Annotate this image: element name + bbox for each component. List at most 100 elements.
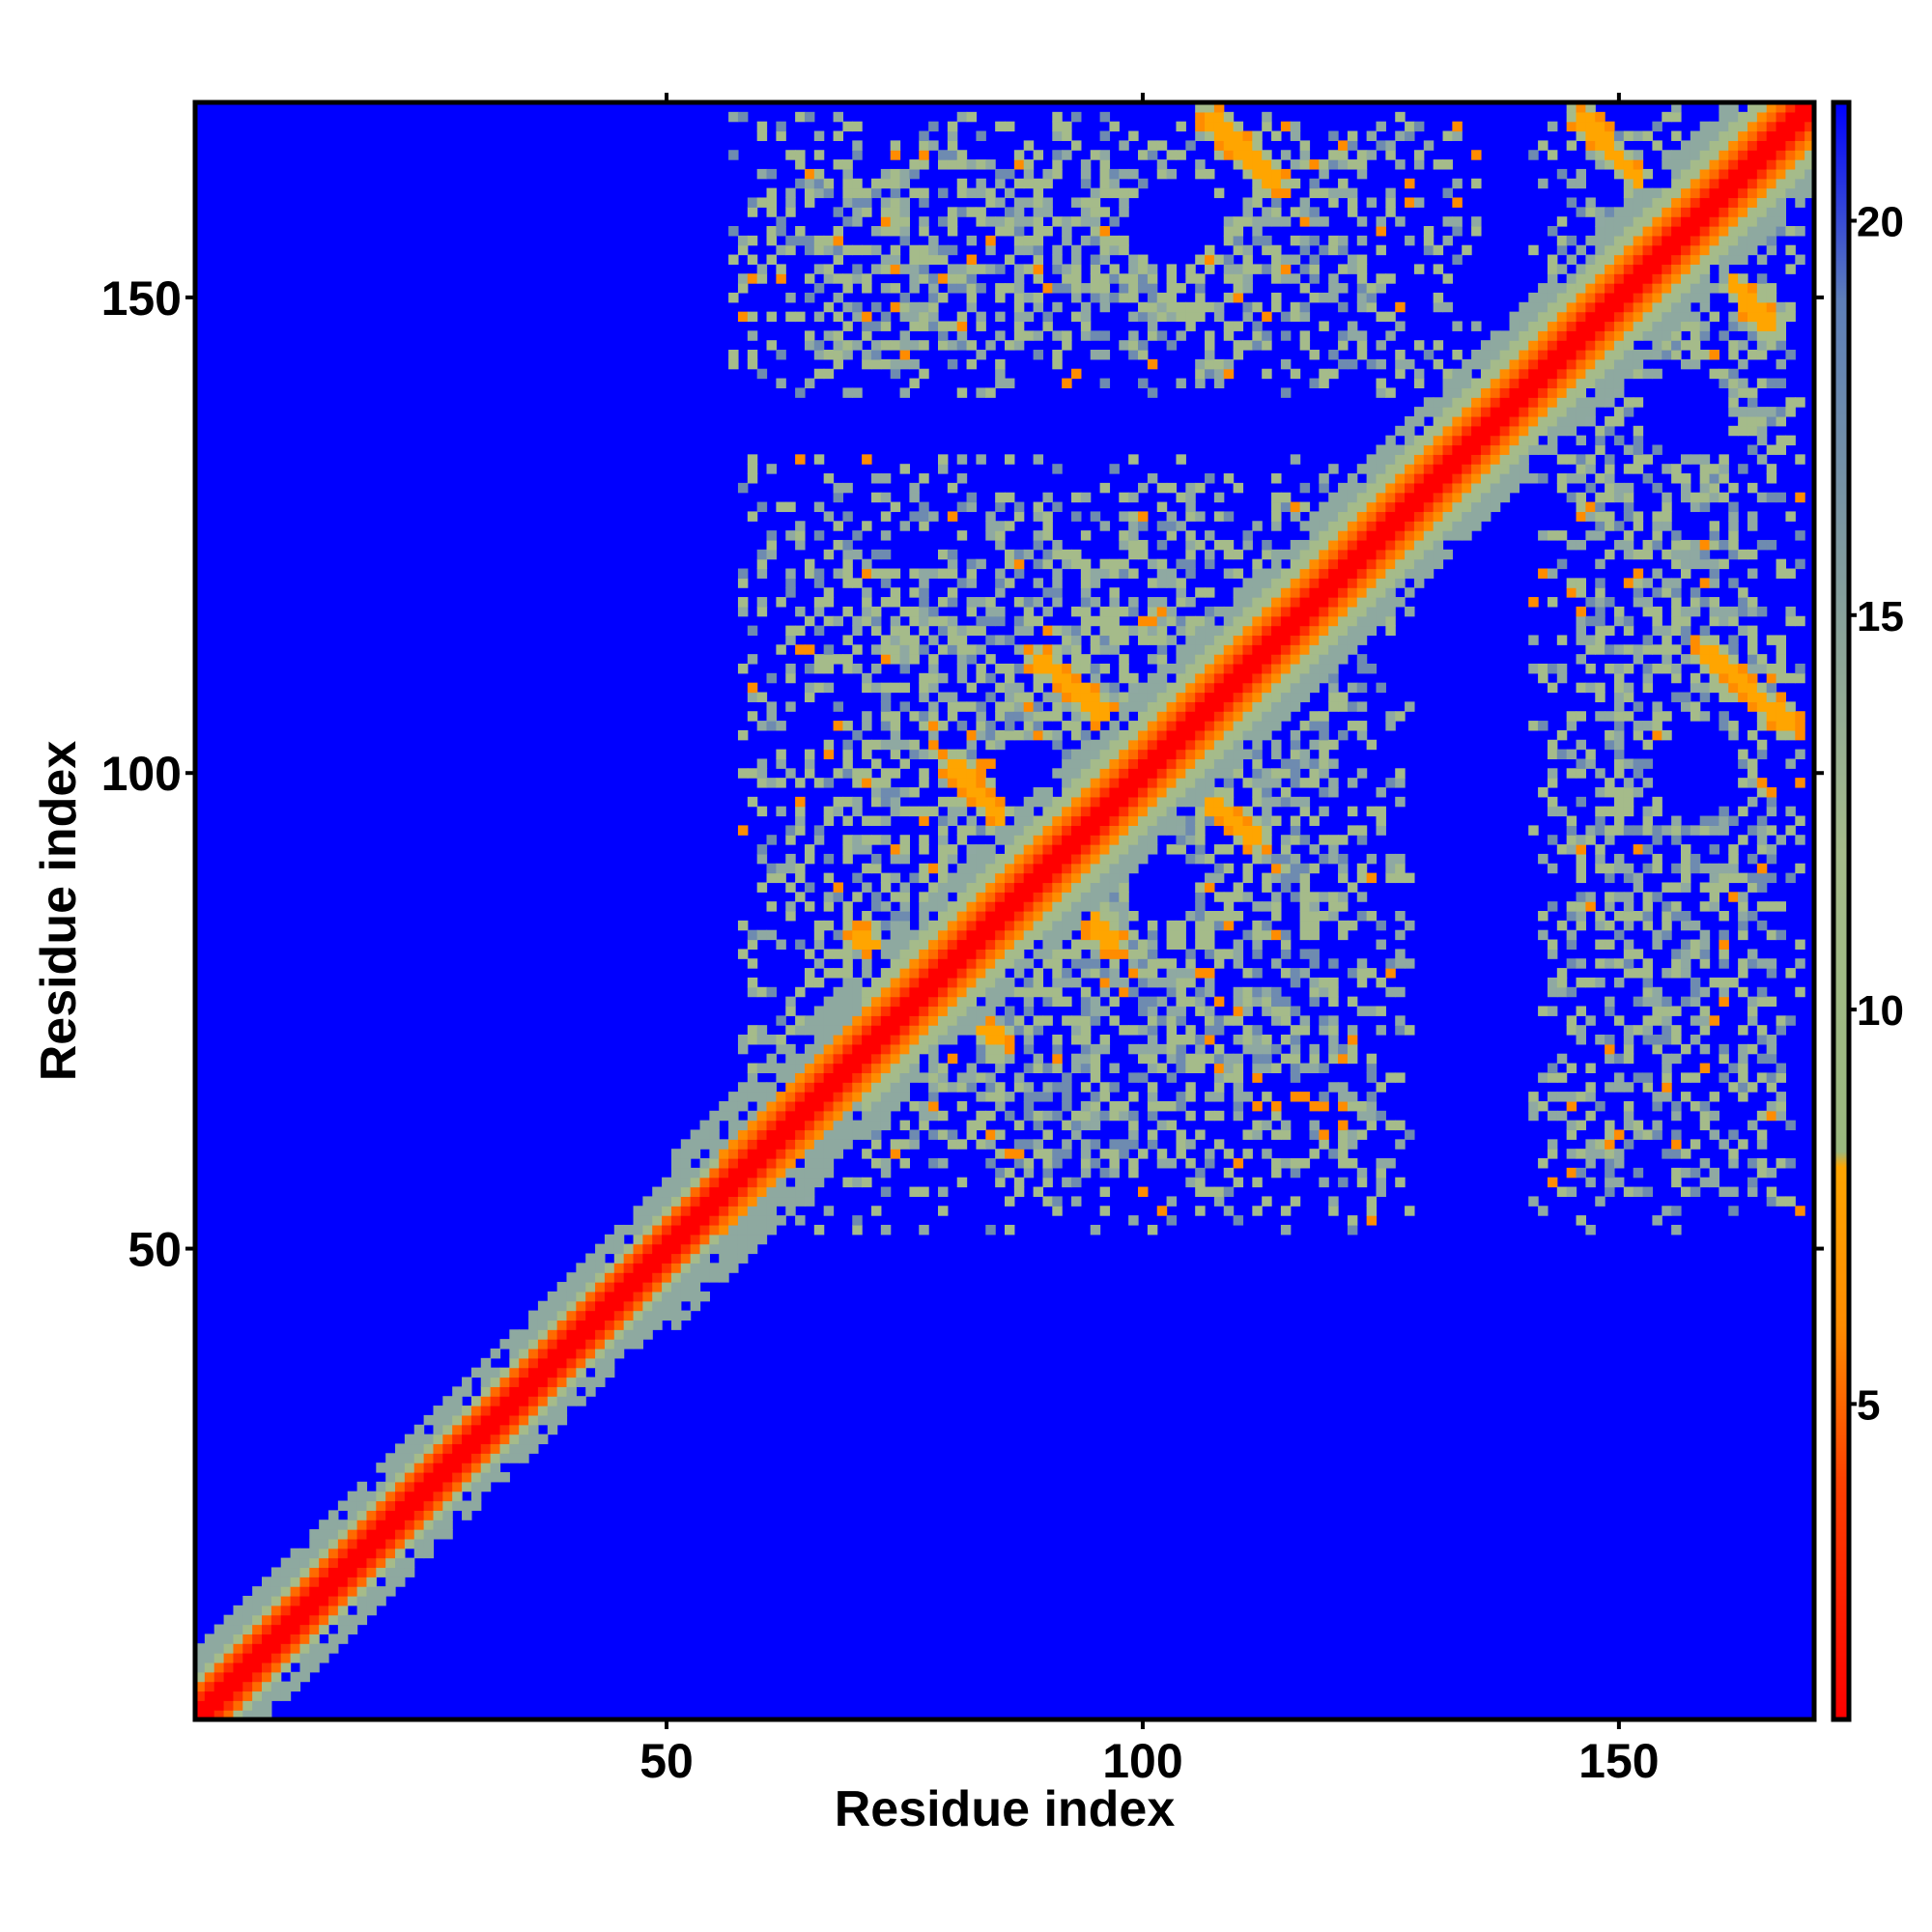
heatmap-cell [842, 1177, 853, 1188]
heatmap-cell [1252, 321, 1263, 331]
heatmap-cell [1433, 549, 1444, 560]
heatmap-cell [976, 159, 986, 170]
heatmap-cell [299, 1567, 310, 1577]
heatmap-cell [1395, 368, 1406, 380]
heatmap-cell [376, 1557, 386, 1569]
heatmap-cell [870, 625, 882, 637]
heatmap-cell [537, 1320, 549, 1330]
heatmap-cell [433, 1414, 443, 1426]
heatmap-cell [1213, 892, 1225, 902]
heatmap-cell [776, 121, 786, 132]
heatmap-cell [1242, 597, 1253, 608]
heatmap-cell [652, 1253, 663, 1264]
heatmap-cell [985, 758, 996, 769]
heatmap-cell [795, 939, 806, 950]
heatmap-cell [1385, 625, 1396, 637]
heatmap-cell [899, 1063, 911, 1073]
heatmap-cell [880, 207, 892, 217]
heatmap-cell [519, 1386, 529, 1397]
heatmap-cell [899, 701, 911, 712]
heatmap-cell [1223, 539, 1235, 551]
heatmap-cell [1223, 701, 1235, 712]
heatmap-cell [490, 1443, 501, 1454]
heatmap-cell [928, 1043, 939, 1055]
heatmap-cell [1252, 330, 1263, 341]
heatmap-cell [1366, 606, 1378, 617]
heatmap-cell [1376, 492, 1386, 503]
heatmap-cell [1099, 235, 1111, 246]
heatmap-cell [652, 1310, 663, 1321]
heatmap-cell [1166, 521, 1178, 531]
heatmap-cell [1138, 786, 1149, 798]
heatmap-cell [1223, 911, 1235, 922]
heatmap-cell [728, 254, 739, 265]
heatmap-cell [566, 1329, 577, 1340]
heatmap-cell [1195, 711, 1206, 722]
heatmap-cell [347, 1577, 358, 1587]
heatmap-cell [985, 920, 996, 931]
heatmap-cell [766, 1092, 777, 1102]
heatmap-cell [737, 1167, 749, 1179]
heatmap-cell [1290, 615, 1301, 627]
heatmap-cell [1280, 929, 1292, 941]
heatmap-cell [1242, 749, 1253, 760]
heatmap-cell [842, 549, 853, 560]
heatmap-cell [1223, 739, 1235, 751]
heatmap-cell [813, 283, 825, 294]
heatmap-cell [1195, 1206, 1206, 1216]
heatmap-cell [766, 872, 777, 884]
heatmap-cell [1023, 1100, 1035, 1112]
heatmap-cell [842, 654, 853, 665]
heatmap-cell [1052, 958, 1063, 969]
heatmap-cell [1166, 768, 1178, 779]
heatmap-cell [1233, 292, 1244, 303]
heatmap-cell [309, 1624, 320, 1634]
heatmap-cell [1413, 578, 1425, 588]
heatmap-cell [1328, 578, 1339, 588]
heatmap-cell [852, 835, 863, 845]
heatmap-cell [737, 1120, 749, 1131]
heatmap-cell [1280, 872, 1292, 884]
heatmap-cell [737, 1196, 749, 1207]
heatmap-cell [1252, 340, 1263, 351]
heatmap-cell [1376, 226, 1386, 237]
heatmap-cell [670, 1310, 682, 1321]
heatmap-cell [776, 1120, 786, 1131]
heatmap-cell [966, 996, 978, 1008]
heatmap-cell [1071, 920, 1082, 931]
heatmap-cell [719, 1253, 729, 1264]
heatmap-cell [1262, 1006, 1272, 1016]
heatmap-cell [1166, 530, 1178, 541]
heatmap-cell [1062, 786, 1072, 798]
heatmap-cell [1290, 835, 1301, 845]
heatmap-cell [1176, 378, 1186, 389]
heatmap-cell [995, 739, 1006, 751]
heatmap-cell [1480, 397, 1492, 408]
heatmap-cell [1309, 758, 1320, 769]
heatmap-cell [1413, 159, 1425, 170]
heatmap-cell [1128, 1158, 1139, 1169]
heatmap-cell [937, 216, 949, 227]
heatmap-cell [928, 1110, 939, 1122]
heatmap-cell [842, 568, 853, 579]
heatmap-cell [1042, 1129, 1053, 1140]
heatmap-cell [1376, 825, 1386, 836]
heatmap-cell [785, 244, 796, 256]
heatmap-cell [547, 1396, 558, 1406]
heatmap-cell [1442, 130, 1453, 141]
heatmap-cell [1109, 958, 1120, 969]
heatmap-cell [852, 949, 863, 959]
heatmap-cell [1071, 197, 1082, 208]
heatmap-cell [1356, 292, 1368, 303]
heatmap-cell [1233, 1215, 1244, 1226]
heatmap-cell [1233, 996, 1244, 1008]
heatmap-cell [870, 244, 882, 256]
heatmap-cell [1433, 558, 1444, 570]
heatmap-cell [995, 330, 1006, 341]
heatmap-cell [1052, 1082, 1063, 1093]
heatmap-cell [756, 1110, 768, 1122]
heatmap-cell [1299, 911, 1311, 922]
heatmap-cell [1280, 968, 1292, 979]
heatmap-cell [223, 1681, 235, 1692]
heatmap-cell [1356, 501, 1368, 513]
